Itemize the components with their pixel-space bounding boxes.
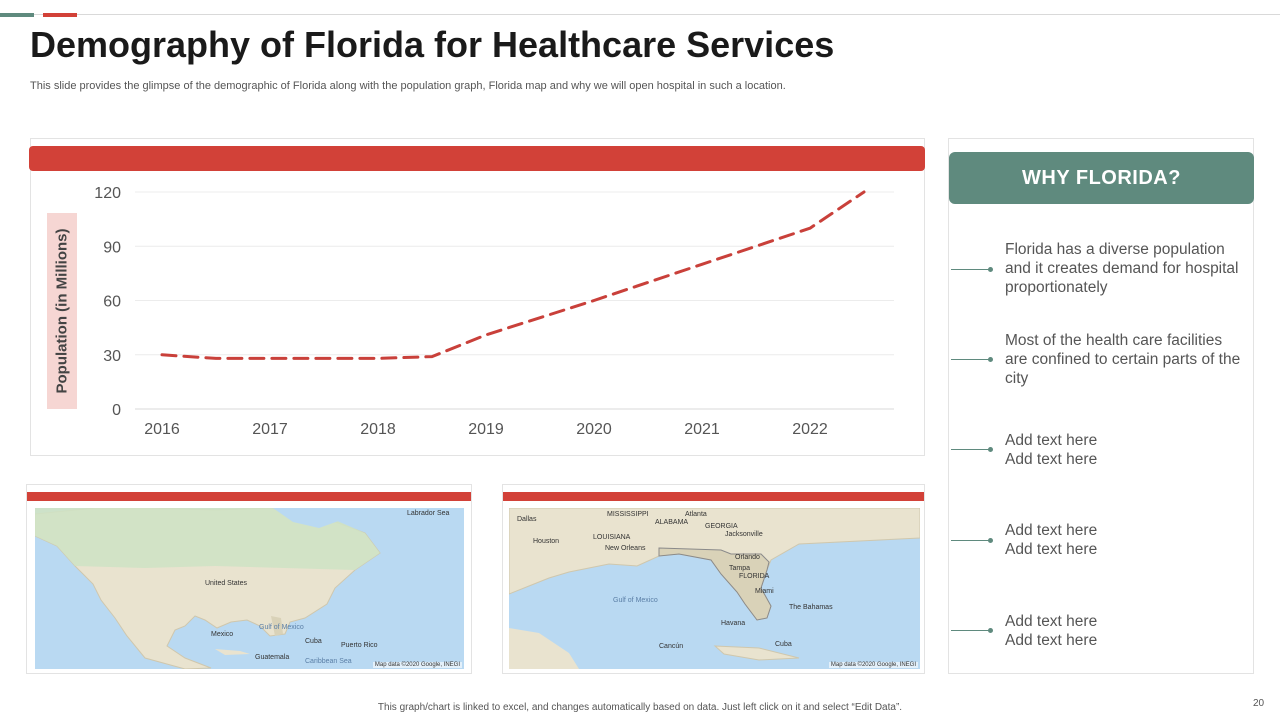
map-label-florida: FLORIDA bbox=[739, 573, 770, 580]
x-tick-label: 2017 bbox=[252, 421, 288, 438]
why-bullet-dot bbox=[988, 267, 993, 272]
map-label-houston: Houston bbox=[533, 538, 560, 545]
why-item-text[interactable]: Florida has a diverse population and it … bbox=[1005, 241, 1239, 296]
why-bullet-dot bbox=[988, 357, 993, 362]
north-america-map-shapes bbox=[35, 508, 464, 669]
why-item-text[interactable]: Add text here Add text here bbox=[1005, 432, 1098, 468]
why-item-text[interactable]: Add text here Add text here bbox=[1005, 613, 1098, 649]
map-label-guatemala: Guatemala bbox=[255, 654, 290, 661]
map-label-bahamas: The Bahamas bbox=[789, 604, 833, 611]
map-credit: Map data ©2020 Google, INEGI bbox=[372, 662, 462, 668]
footer-note: This graph/chart is linked to excel, and… bbox=[377, 702, 903, 713]
why-connector-line bbox=[951, 359, 991, 360]
x-tick-label: 2019 bbox=[468, 421, 504, 438]
map-header-bar bbox=[27, 492, 471, 501]
map-label-mississippi: MISSISSIPPI bbox=[607, 511, 649, 518]
why-connector-line bbox=[951, 449, 991, 450]
x-tick-label: 2020 bbox=[576, 421, 612, 438]
y-tick-label: 90 bbox=[103, 239, 121, 256]
why-item-text[interactable]: Most of the health care facilities are c… bbox=[1005, 332, 1241, 387]
population-chart-panel[interactable]: Population (in Millions) 0 30 60 90 120 2016 2… bbox=[29, 138, 926, 457]
x-tick-label: 2021 bbox=[684, 421, 720, 438]
x-tick-label: 2022 bbox=[792, 421, 828, 438]
mexico-land bbox=[509, 628, 579, 669]
north-america-map[interactable]: Labrador Sea United States Gulf of Mexic… bbox=[35, 508, 464, 669]
florida-map-shapes bbox=[509, 508, 920, 669]
florida-peninsula bbox=[271, 616, 283, 636]
cuba-island bbox=[713, 645, 800, 661]
slide-title[interactable]: Demography of Florida for Healthcare Ser… bbox=[30, 24, 835, 65]
page-number: 20 bbox=[1253, 698, 1265, 709]
canada-land bbox=[35, 508, 380, 570]
florida-state-outline bbox=[658, 547, 772, 621]
north-america-map-panel[interactable]: Labrador Sea United States Gulf of Mexic… bbox=[26, 484, 472, 674]
chart-header-bar bbox=[29, 146, 925, 171]
y-tick-label: 120 bbox=[94, 185, 121, 202]
why-connector-line bbox=[951, 630, 991, 631]
map-label-jacksonville: Jacksonville bbox=[725, 531, 763, 538]
map-label-gulf: Gulf of Mexico bbox=[613, 597, 658, 604]
map-label-united-states: United States bbox=[205, 580, 248, 587]
map-label-new-orleans: New Orleans bbox=[605, 545, 646, 552]
map-label-orlando: Orlando bbox=[735, 554, 760, 561]
map-credit: Map data ©2020 Google, INEGI bbox=[828, 662, 918, 668]
florida-map[interactable]: Dallas MISSISSIPPI ALABAMA GEORGIA Atlan… bbox=[509, 508, 920, 669]
why-connector-line bbox=[951, 540, 991, 541]
y-tick-label: 0 bbox=[112, 402, 121, 419]
y-axis-title-box bbox=[47, 213, 77, 409]
map-label-labrador: Labrador Sea bbox=[407, 510, 450, 517]
map-label-caribbean: Caribbean Sea bbox=[305, 658, 352, 665]
map-header-bar bbox=[503, 492, 924, 501]
why-florida-heading[interactable]: WHY FLORIDA? bbox=[949, 152, 1254, 204]
map-label-cancun: Cancún bbox=[659, 643, 684, 650]
why-bullet-dot bbox=[988, 538, 993, 543]
y-tick-label: 30 bbox=[103, 348, 121, 365]
slide-subtitle[interactable]: This slide provides the glimpse of the d… bbox=[30, 80, 786, 92]
population-line-chart[interactable]: 0 30 60 90 120 2016 2017 2018 2019 2020 2021 2022 bbox=[31, 139, 926, 457]
map-label-dallas: Dallas bbox=[517, 516, 537, 523]
map-label-cuba: Cuba bbox=[775, 641, 792, 648]
map-label-georgia: GEORGIA bbox=[705, 523, 738, 530]
accent-mark-red bbox=[43, 13, 77, 17]
why-florida-panel: WHY FLORIDA? Florida has a diverse popul… bbox=[948, 138, 1254, 674]
top-divider-line bbox=[0, 14, 1280, 15]
why-bullet-dot bbox=[988, 447, 993, 452]
y-tick-label: 60 bbox=[103, 294, 121, 311]
why-connector-line bbox=[951, 269, 991, 270]
why-item-text[interactable]: Add text here Add text here bbox=[1005, 522, 1098, 558]
why-bullet-dot bbox=[988, 628, 993, 633]
map-label-havana: Havana bbox=[721, 620, 746, 627]
map-label-alabama: ALABAMA bbox=[655, 519, 689, 526]
florida-map-panel[interactable]: Dallas MISSISSIPPI ALABAMA GEORGIA Atlan… bbox=[502, 484, 925, 674]
map-label-louisiana: LOUISIANA bbox=[593, 534, 631, 541]
map-label-cuba: Cuba bbox=[305, 638, 322, 645]
x-tick-label: 2016 bbox=[144, 421, 180, 438]
map-label-puerto-rico: Puerto Rico bbox=[341, 642, 378, 649]
map-label-tampa: Tampa bbox=[729, 565, 751, 572]
accent-mark-green bbox=[0, 13, 34, 17]
cuba-island bbox=[215, 649, 250, 655]
map-label-miami: Miami bbox=[755, 588, 774, 595]
x-tick-label: 2018 bbox=[360, 421, 396, 438]
map-label-atlanta: Atlanta bbox=[685, 511, 707, 518]
series-line-population[interactable] bbox=[160, 190, 866, 360]
hudson-bay bbox=[273, 508, 347, 528]
map-label-gulf: Gulf of Mexico bbox=[259, 624, 304, 631]
map-label-mexico: Mexico bbox=[211, 631, 234, 638]
